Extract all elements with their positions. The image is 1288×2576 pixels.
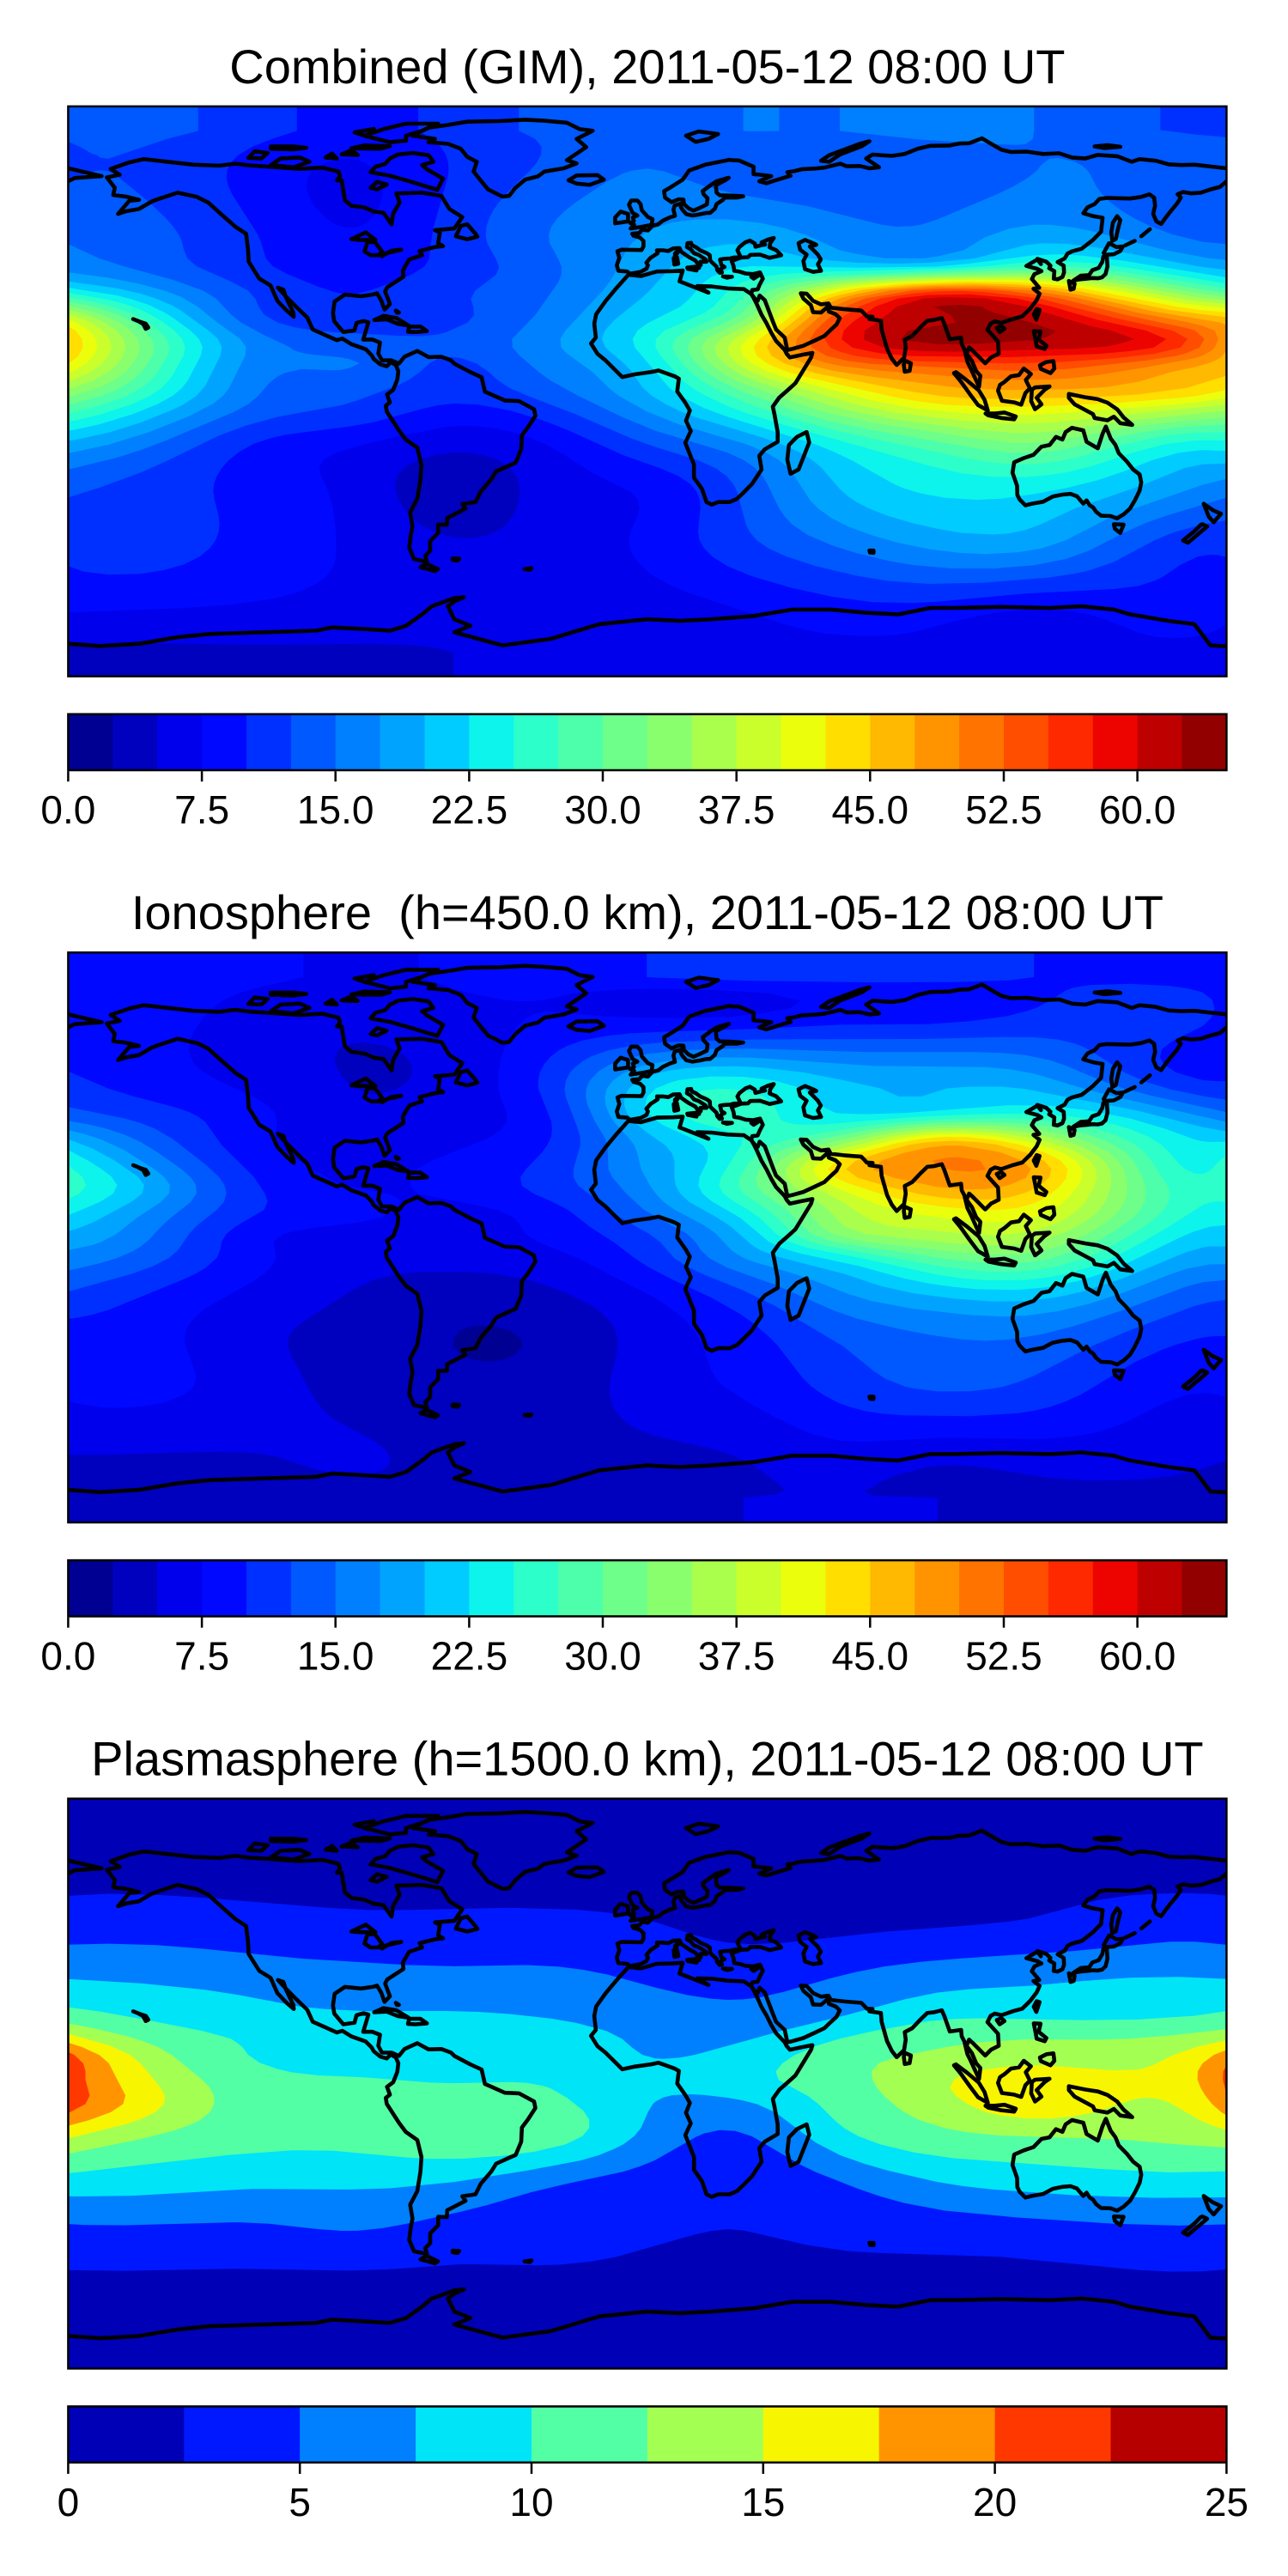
svg-text:22.5: 22.5 — [431, 787, 508, 832]
svg-text:52.5: 52.5 — [965, 1633, 1042, 1678]
svg-text:10: 10 — [509, 2480, 553, 2524]
svg-text:30.0: 30.0 — [564, 1633, 641, 1678]
svg-text:25: 25 — [1205, 2480, 1249, 2524]
svg-text:22.5: 22.5 — [431, 1633, 508, 1678]
svg-text:37.5: 37.5 — [698, 1633, 775, 1678]
svg-text:15: 15 — [741, 2480, 785, 2524]
svg-text:5: 5 — [289, 2480, 311, 2524]
svg-text:0.0: 0.0 — [40, 787, 95, 832]
svg-text:Ionosphere (h=450.0 km), 2011: Ionosphere (h=450.0 km), 2011-05-12 08:0… — [131, 885, 1163, 939]
svg-text:Combined (GIM), 2011-05-12 08:: Combined (GIM), 2011-05-12 08:00 UT — [229, 39, 1065, 94]
svg-text:0: 0 — [58, 2480, 80, 2524]
svg-text:15.0: 15.0 — [297, 1633, 374, 1678]
svg-text:7.5: 7.5 — [174, 787, 229, 832]
svg-text:52.5: 52.5 — [965, 787, 1042, 832]
svg-text:37.5: 37.5 — [698, 787, 775, 832]
svg-text:20: 20 — [973, 2480, 1017, 2524]
svg-text:60.0: 60.0 — [1099, 787, 1176, 832]
svg-text:30.0: 30.0 — [564, 787, 641, 832]
svg-text:45.0: 45.0 — [832, 787, 909, 832]
svg-text:60.0: 60.0 — [1099, 1633, 1176, 1678]
svg-text:15.0: 15.0 — [297, 787, 374, 832]
svg-text:Plasmasphere (h=1500.0 km), 20: Plasmasphere (h=1500.0 km), 2011-05-12 0… — [91, 1732, 1203, 1786]
svg-text:45.0: 45.0 — [832, 1633, 909, 1678]
svg-text:0.0: 0.0 — [40, 1633, 95, 1678]
svg-text:7.5: 7.5 — [174, 1633, 229, 1678]
